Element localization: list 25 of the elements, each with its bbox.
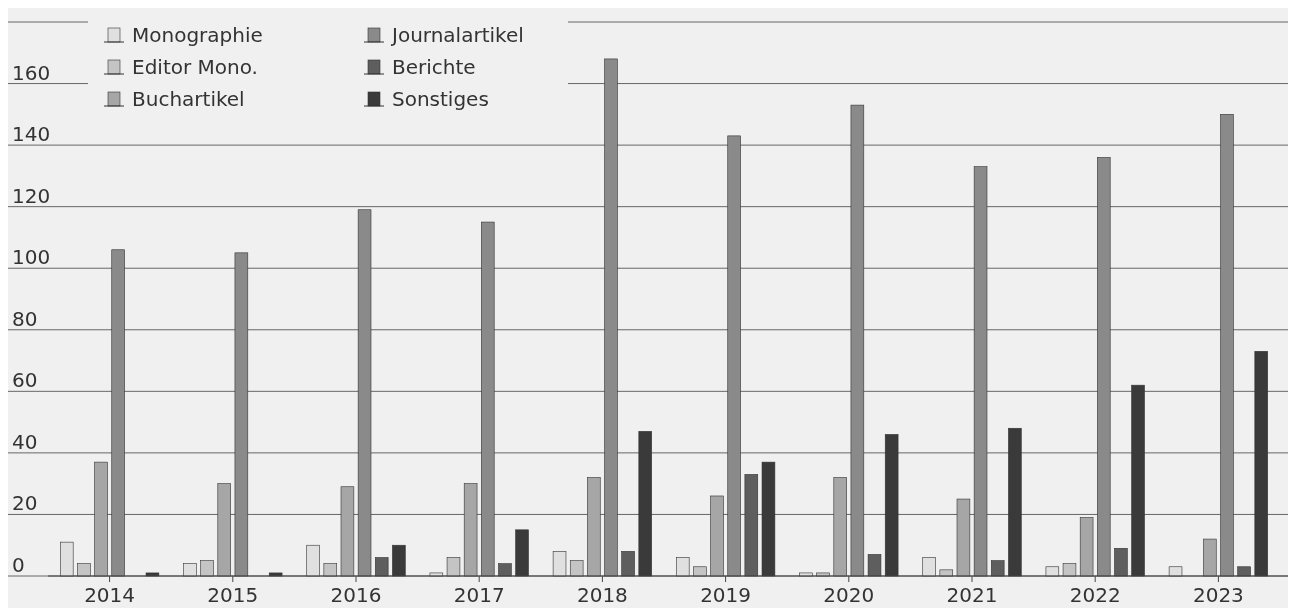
x-tick-label: 2016 bbox=[330, 583, 382, 607]
y-tick-label: 20 bbox=[12, 491, 38, 516]
x-tick-label: 2023 bbox=[1192, 583, 1244, 607]
y-tick-label: 100 bbox=[12, 245, 51, 270]
y-tick-label: 140 bbox=[12, 122, 51, 147]
y-tick-label: 120 bbox=[12, 183, 51, 208]
x-tick-label: 2014 bbox=[84, 583, 136, 607]
legend-label: Editor Mono. bbox=[132, 55, 258, 79]
legend-label: Berichte bbox=[392, 55, 476, 79]
x-tick-label: 2018 bbox=[576, 583, 628, 607]
legend-label: Buchartikel bbox=[132, 87, 245, 111]
y-tick-label: 40 bbox=[12, 429, 38, 454]
y-tick-label: 0 bbox=[12, 553, 25, 577]
x-tick-label: 2020 bbox=[823, 583, 875, 607]
y-tick-label: 80 bbox=[12, 306, 38, 331]
x-tick-label: 2019 bbox=[700, 583, 752, 607]
legend-label: Sonstiges bbox=[392, 87, 489, 111]
x-tick-label: 2017 bbox=[453, 583, 505, 607]
x-tick-label: 2021 bbox=[946, 583, 998, 607]
legend-label: Journalartikel bbox=[390, 23, 524, 47]
legend-label: Monographie bbox=[132, 23, 263, 47]
x-tick-label: 2022 bbox=[1069, 583, 1121, 607]
x-tick-label: 2015 bbox=[207, 583, 259, 607]
y-tick-label: 160 bbox=[12, 60, 51, 85]
y-tick-label: 60 bbox=[12, 368, 38, 393]
